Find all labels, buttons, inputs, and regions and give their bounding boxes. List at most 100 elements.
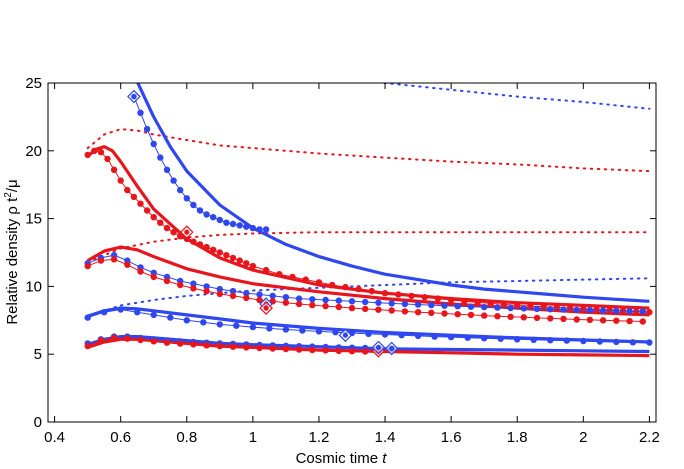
data-point (137, 109, 144, 117)
data-point (454, 303, 461, 310)
data-point (500, 301, 508, 308)
data-point (547, 337, 554, 344)
diamond-marker (371, 340, 386, 355)
data-point (229, 220, 237, 228)
data-point (335, 297, 342, 304)
data-point (464, 334, 471, 341)
data-point (262, 266, 270, 274)
diamond-center (389, 345, 395, 352)
data-point (573, 306, 580, 314)
data-point (282, 345, 290, 353)
data-point (348, 304, 356, 312)
x-tick-label: 2.2 (639, 429, 660, 446)
data-point (315, 328, 323, 335)
series-line-red-dotted-upper (86, 128, 651, 173)
data-point (124, 335, 131, 342)
diamond-marker (179, 225, 194, 240)
data-point (309, 346, 316, 354)
data-point (646, 339, 653, 346)
data-point (322, 347, 329, 354)
data-point (428, 309, 435, 316)
data-point (461, 298, 468, 305)
series-line-red-thick-upper (86, 145, 650, 310)
data-point (203, 243, 210, 251)
data-point (494, 313, 501, 320)
data-point (606, 306, 613, 314)
data-point (183, 195, 190, 202)
data-point (97, 257, 105, 264)
data-point (223, 252, 230, 259)
data-point (110, 256, 118, 263)
data-point (481, 312, 488, 319)
data-point (233, 322, 240, 329)
data-point (421, 294, 428, 301)
data-point (210, 246, 217, 253)
data-point (256, 344, 263, 352)
data-point (84, 314, 91, 321)
series-layer (84, 83, 653, 358)
x-tick-label: 2 (579, 429, 587, 446)
data-point (295, 295, 303, 302)
data-point (329, 281, 336, 289)
x-tick-label: 1.2 (309, 429, 330, 446)
x-tick-label: 1 (249, 429, 257, 446)
data-point (117, 177, 124, 184)
data-point (243, 294, 250, 302)
data-point (117, 306, 124, 313)
data-point (447, 296, 455, 304)
data-point (177, 281, 184, 289)
data-point (295, 346, 303, 353)
y-tick-label: 10 (25, 278, 42, 295)
data-point (282, 326, 290, 333)
data-point (101, 309, 108, 316)
data-point (190, 201, 197, 209)
data-point (190, 341, 197, 348)
data-point (586, 316, 594, 324)
data-point (216, 285, 223, 293)
data-point (177, 186, 184, 194)
data-point (190, 238, 197, 245)
data-point (249, 262, 257, 270)
data-point (381, 331, 389, 338)
diamond-center (375, 344, 382, 351)
data-point (322, 302, 329, 310)
data-point (289, 273, 296, 281)
data-point (91, 147, 98, 154)
data-point (243, 260, 250, 267)
data-point (560, 306, 567, 313)
data-point (507, 313, 514, 320)
data-point (203, 287, 210, 295)
data-point (355, 285, 362, 293)
data-point (348, 348, 356, 355)
diamond-marker (338, 328, 353, 343)
data-point (229, 292, 237, 300)
data-point (256, 226, 263, 233)
data-point (494, 304, 501, 311)
data-point (497, 335, 504, 342)
data-point (540, 303, 547, 310)
data-point (236, 222, 243, 229)
data-point (229, 254, 237, 262)
data-point (593, 306, 600, 313)
y-tick-label: 25 (25, 75, 42, 92)
data-point (143, 125, 151, 133)
data-point (362, 348, 369, 355)
x-tick-label: 1.8 (507, 429, 528, 446)
data-point (580, 305, 587, 312)
data-point (533, 314, 541, 322)
data-point (229, 343, 237, 350)
data-point (243, 223, 250, 230)
data-point (157, 154, 164, 161)
data-point (216, 290, 223, 298)
data-point (196, 207, 204, 214)
data-point (315, 279, 323, 286)
data-point (124, 186, 131, 194)
data-point (520, 314, 527, 321)
data-point (137, 200, 144, 207)
x-axis-title: Cosmic time t (296, 450, 388, 467)
x-tick-label: 1.6 (441, 429, 462, 446)
data-point (395, 291, 402, 298)
data-point (613, 338, 620, 346)
data-point (134, 309, 141, 316)
